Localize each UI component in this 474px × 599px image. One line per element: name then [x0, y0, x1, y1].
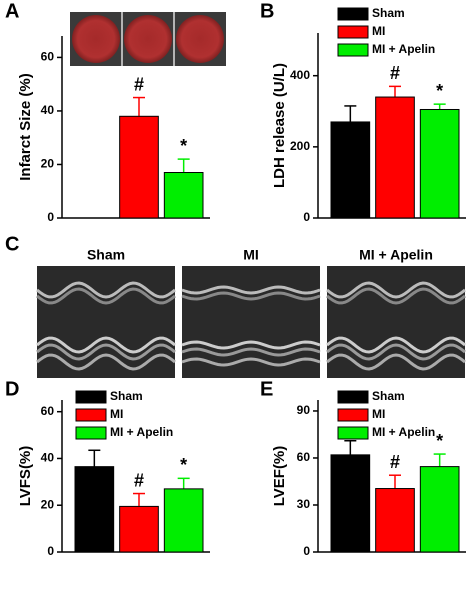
- y-tick-label: 200: [290, 139, 310, 153]
- legend-label: MI + Apelin: [372, 42, 435, 56]
- legend-swatch: [337, 43, 369, 57]
- bar: [119, 505, 159, 553]
- y-axis-label: Infarct Size (%): [17, 73, 34, 181]
- legend-swatch: [337, 390, 369, 404]
- heart-slices: [70, 12, 226, 66]
- echo-title: Sham: [87, 247, 125, 263]
- significance-marker: *: [436, 81, 443, 101]
- panel-label: A: [5, 0, 19, 22]
- echo-trace: [181, 347, 321, 357]
- y-tick-label: 400: [290, 68, 310, 82]
- y-tick-label: 60: [297, 450, 311, 464]
- significance-marker: *: [436, 431, 443, 451]
- echo-image: [327, 266, 465, 378]
- echo-trace: [181, 291, 321, 301]
- y-tick-label: 60: [41, 50, 55, 64]
- legend-swatch: [337, 25, 369, 39]
- echo-trace: [326, 336, 466, 354]
- y-axis-label: LVFS(%): [17, 446, 34, 507]
- y-tick-label: 20: [41, 157, 55, 171]
- echo-trace: [326, 343, 466, 361]
- y-tick-label: 40: [41, 451, 55, 465]
- echo-trace: [36, 353, 176, 371]
- significance-marker: #: [390, 63, 400, 83]
- echo-title: MI + Apelin: [359, 247, 433, 263]
- panel-label: D: [5, 378, 19, 400]
- legend-label: MI + Apelin: [372, 425, 435, 439]
- legend-label: MI: [372, 24, 385, 38]
- echo-trace: [326, 287, 466, 305]
- y-axis-label: LVEF(%): [271, 446, 288, 507]
- echo-images: [36, 266, 466, 378]
- panel-label: C: [5, 233, 19, 255]
- legend-swatch: [337, 426, 369, 440]
- bar: [330, 454, 371, 553]
- bar: [163, 172, 204, 219]
- legend-swatch: [75, 426, 107, 440]
- echo-trace: [36, 336, 176, 354]
- legend-label: Sham: [372, 389, 405, 403]
- significance-marker: #: [134, 74, 144, 94]
- y-tick-label: 20: [41, 497, 55, 511]
- legend-swatch: [337, 408, 369, 422]
- bar: [419, 466, 460, 553]
- echo-trace: [36, 343, 176, 361]
- echo-trace: [36, 281, 176, 299]
- panel-label: E: [260, 378, 273, 400]
- y-axis-label: LDH release (U/L): [271, 63, 288, 188]
- legend-label: Sham: [372, 6, 405, 20]
- legend-label: Sham: [110, 389, 143, 403]
- echo-title: MI: [243, 247, 259, 263]
- echo-trace: [181, 340, 321, 350]
- legend-label: MI + Apelin: [110, 425, 173, 439]
- bar: [74, 466, 115, 553]
- panel-label: B: [260, 0, 274, 22]
- bar: [375, 96, 415, 219]
- legend-swatch: [75, 408, 107, 422]
- y-tick-label: 0: [303, 210, 310, 224]
- significance-marker: *: [180, 455, 187, 475]
- legend-swatch: [337, 7, 369, 21]
- bar: [163, 488, 204, 553]
- legend-label: MI: [110, 407, 123, 421]
- y-tick-label: 0: [303, 544, 310, 558]
- y-tick-label: 0: [47, 210, 54, 224]
- bar: [119, 115, 159, 219]
- bar: [375, 488, 415, 553]
- significance-marker: #: [134, 470, 144, 490]
- y-tick-label: 40: [41, 103, 55, 117]
- echo-trace: [181, 285, 321, 295]
- echo-trace: [326, 281, 466, 299]
- y-tick-label: 0: [47, 544, 54, 558]
- significance-marker: *: [180, 136, 187, 156]
- echo-trace: [36, 287, 176, 305]
- echo-trace: [326, 353, 466, 371]
- y-tick-label: 30: [297, 497, 311, 511]
- legend-swatch: [75, 390, 107, 404]
- significance-marker: #: [390, 452, 400, 472]
- echo-image: [37, 266, 175, 378]
- legend-label: MI: [372, 407, 385, 421]
- echo-trace: [181, 357, 321, 367]
- bar: [330, 121, 371, 219]
- y-tick-label: 60: [41, 404, 55, 418]
- y-tick-label: 90: [297, 403, 311, 417]
- bar: [419, 108, 460, 219]
